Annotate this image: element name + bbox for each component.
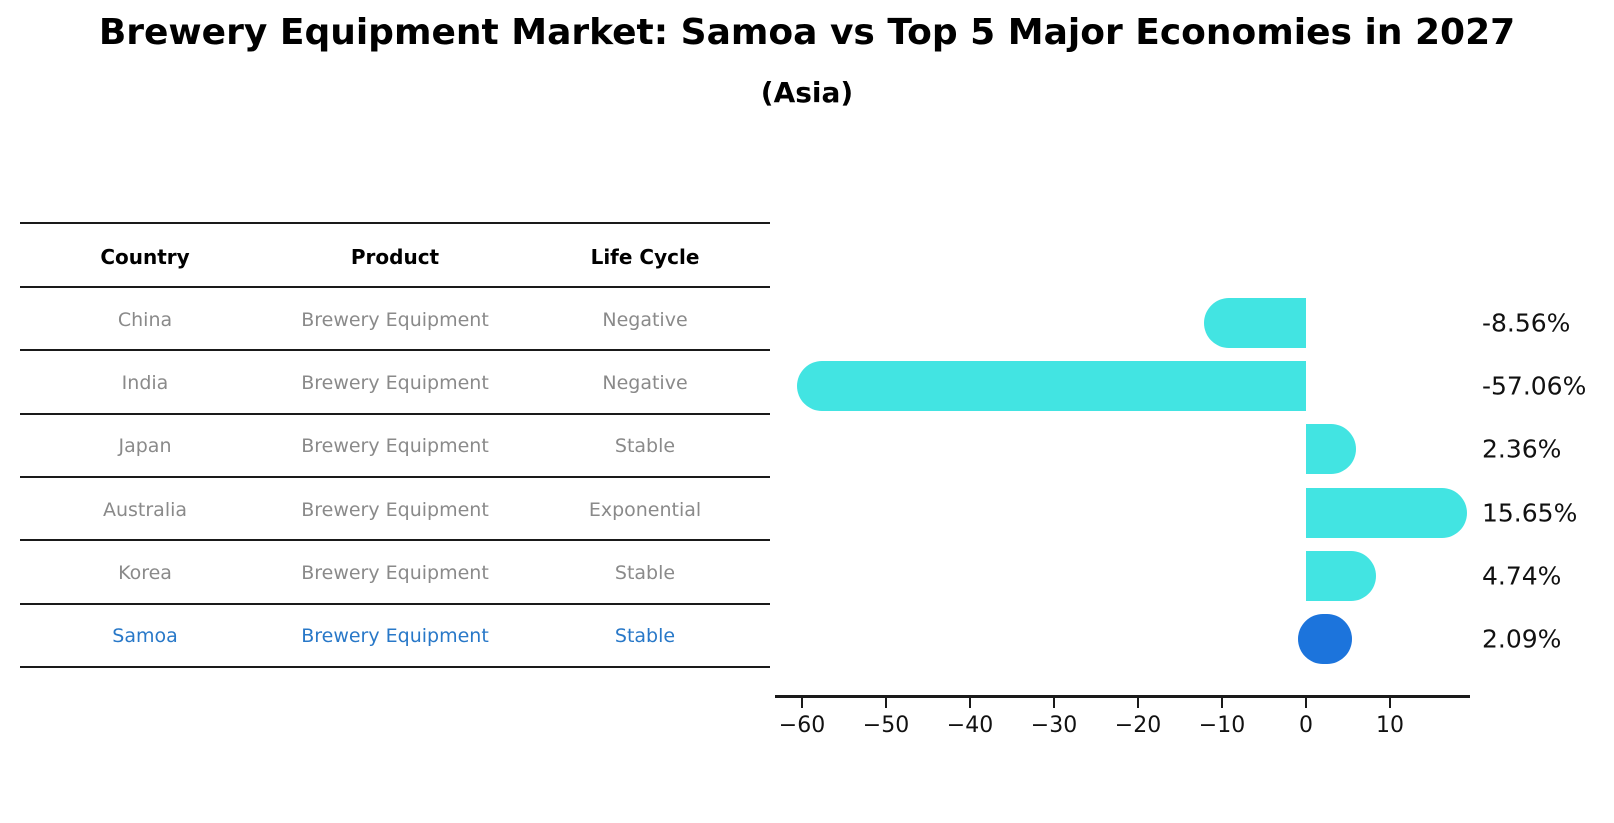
bar-australia xyxy=(1306,487,1468,538)
x-axis-line xyxy=(775,695,1470,698)
chart-title: Brewery Equipment Market: Samoa vs Top 5… xyxy=(98,12,1516,53)
chart-subtitle: (Asia) xyxy=(760,76,854,109)
table-separator-line xyxy=(20,539,770,541)
table-header-life-cycle: Life Cycle xyxy=(590,245,700,269)
x-axis-tick-label: −60 xyxy=(778,713,826,738)
table-separator-line xyxy=(20,413,770,415)
table-cell-product: Brewery Equipment xyxy=(301,372,489,394)
value-label-japan: 2.36% xyxy=(1482,434,1562,464)
x-axis-tick xyxy=(885,698,887,708)
x-axis-tick-label: 10 xyxy=(1376,713,1404,738)
value-label-india: -57.06% xyxy=(1482,371,1587,401)
bar-samoa xyxy=(1298,614,1352,665)
bar-india xyxy=(796,361,1306,411)
table-separator-line xyxy=(20,222,770,224)
table-cell-country: Korea xyxy=(118,562,172,584)
x-axis-tick xyxy=(1389,698,1391,708)
bar-korea xyxy=(1306,551,1376,601)
table-cell-life-cycle: Negative xyxy=(602,308,688,331)
x-axis-tick xyxy=(1053,698,1055,708)
table-separator-line xyxy=(20,286,770,288)
x-axis-tick xyxy=(969,698,971,708)
x-axis-tick xyxy=(1221,698,1223,708)
table-cell-life-cycle: Exponential xyxy=(588,498,702,521)
bar-japan xyxy=(1306,424,1356,475)
x-axis-tick xyxy=(1137,698,1139,708)
x-axis-tick-label: −50 xyxy=(862,713,910,738)
x-axis-tick-label: −40 xyxy=(946,713,994,738)
value-label-korea: 4.74% xyxy=(1482,561,1562,591)
table-cell-country: Japan xyxy=(118,435,172,458)
table-separator-line xyxy=(20,666,770,668)
table-cell-product: Brewery Equipment xyxy=(301,625,489,648)
table-cell-product: Brewery Equipment xyxy=(301,308,489,331)
table-cell-life-cycle: Stable xyxy=(614,625,676,648)
table-cell-country: China xyxy=(117,308,173,331)
table-header-country: Country xyxy=(100,245,190,269)
x-axis-tick xyxy=(1305,698,1307,708)
table-header-product: Product xyxy=(350,245,440,269)
x-axis-tick xyxy=(801,698,803,708)
value-label-china: -8.56% xyxy=(1482,308,1571,338)
table-separator-line xyxy=(20,476,770,478)
table-cell-life-cycle: Stable xyxy=(614,562,676,584)
bar-china xyxy=(1204,297,1306,348)
x-axis-tick-label: 0 xyxy=(1299,713,1313,738)
value-label-australia: 15.65% xyxy=(1482,498,1578,528)
x-axis-tick-label: −30 xyxy=(1030,713,1078,738)
table-cell-product: Brewery Equipment xyxy=(301,435,489,458)
x-axis-tick-label: −10 xyxy=(1198,713,1246,738)
table-cell-life-cycle: Negative xyxy=(602,372,688,394)
table-cell-country: India xyxy=(121,372,169,394)
table-cell-life-cycle: Stable xyxy=(614,435,676,458)
table-cell-country: Australia xyxy=(102,498,188,521)
table-separator-line xyxy=(20,349,770,351)
table-cell-product: Brewery Equipment xyxy=(301,562,489,584)
table-cell-product: Brewery Equipment xyxy=(301,498,489,521)
table-separator-line xyxy=(20,603,770,605)
value-label-samoa: 2.09% xyxy=(1482,624,1562,654)
x-axis-tick-label: −20 xyxy=(1114,713,1162,738)
table-cell-country: Samoa xyxy=(112,625,178,648)
